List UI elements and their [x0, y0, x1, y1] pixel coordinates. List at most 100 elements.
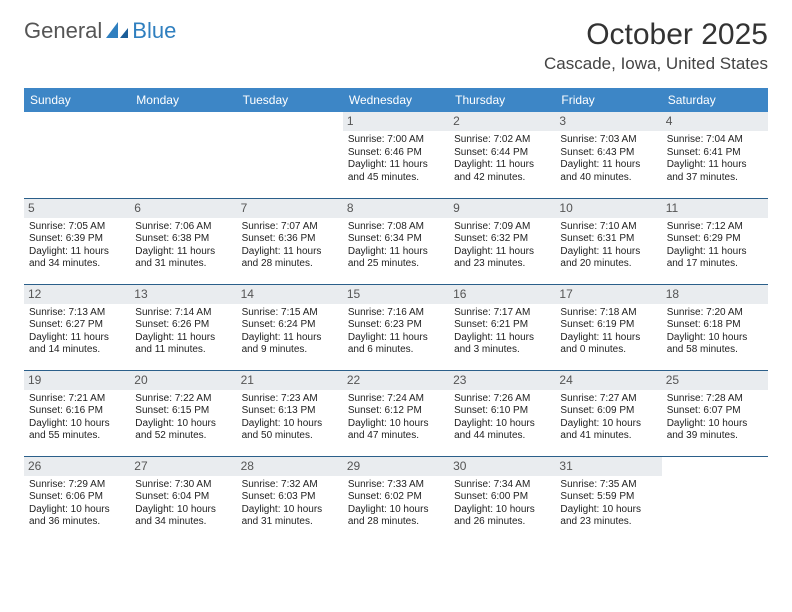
day-number: 25 — [662, 371, 768, 390]
calendar-day-cell: 12Sunrise: 7:13 AMSunset: 6:27 PMDayligh… — [24, 284, 130, 370]
logo-text-general: General — [24, 18, 102, 44]
day-number: 2 — [449, 112, 555, 131]
daylight-line: Daylight: 11 hours and 34 minutes. — [29, 246, 125, 271]
logo-sail-icon — [104, 20, 130, 42]
sunrise-line: Sunrise: 7:08 AM — [348, 221, 444, 234]
calendar-day-cell: 29 Sunrise: 7:33 AMSunset: 6:02 PMDayligh… — [343, 456, 449, 542]
sunrise-line: Sunrise: 7:20 AM — [667, 307, 763, 320]
daylight-line: Daylight: 11 hours and 31 minutes. — [135, 246, 231, 271]
sunrise-line: Sunrise: 7:32 AM — [242, 479, 338, 492]
sunset-line: Sunset: 6:23 PM — [348, 319, 444, 332]
calendar-day-cell: 19Sunrise: 7:21 AMSunset: 6:16 PMDayligh… — [24, 370, 130, 456]
day-number: 29 — [343, 457, 449, 476]
calendar-day-cell — [130, 112, 236, 198]
weekday-header: Thursday — [449, 88, 555, 112]
day-number: 3 — [555, 112, 661, 131]
sunset-line: Sunset: 6:34 PM — [348, 233, 444, 246]
sunset-line: Sunset: 5:59 PM — [560, 491, 656, 504]
sunset-line: Sunset: 6:41 PM — [667, 147, 763, 160]
day-number: 1 — [343, 112, 449, 131]
weekday-header: Tuesday — [237, 88, 343, 112]
day-number: 19 — [24, 371, 130, 390]
daylight-line: Daylight: 11 hours and 14 minutes. — [29, 332, 125, 357]
day-number: 22 — [343, 371, 449, 390]
sunset-line: Sunset: 6:26 PM — [135, 319, 231, 332]
sunset-line: Sunset: 6:24 PM — [242, 319, 338, 332]
day-number: 4 — [662, 112, 768, 131]
sunset-line: Sunset: 6:36 PM — [242, 233, 338, 246]
day-number: 15 — [343, 285, 449, 304]
sunset-line: Sunset: 6:07 PM — [667, 405, 763, 418]
sunrise-line: Sunrise: 7:33 AM — [348, 479, 444, 492]
sunset-line: Sunset: 6:00 PM — [454, 491, 550, 504]
daylight-line: Daylight: 10 hours and 52 minutes. — [135, 418, 231, 443]
sunrise-line: Sunrise: 7:13 AM — [29, 307, 125, 320]
sunrise-line: Sunrise: 7:10 AM — [560, 221, 656, 234]
sunset-line: Sunset: 6:19 PM — [560, 319, 656, 332]
day-number: 23 — [449, 371, 555, 390]
daylight-line: Daylight: 11 hours and 6 minutes. — [348, 332, 444, 357]
day-number: 20 — [130, 371, 236, 390]
calendar-day-cell: 27Sunrise: 7:30 AMSunset: 6:04 PMDayligh… — [130, 456, 236, 542]
daylight-line: Daylight: 10 hours and 44 minutes. — [454, 418, 550, 443]
day-number: 31 — [555, 457, 661, 476]
day-number: 7 — [237, 199, 343, 218]
sunrise-line: Sunrise: 7:09 AM — [454, 221, 550, 234]
weekday-header-row: Sunday Monday Tuesday Wednesday Thursday… — [24, 88, 768, 112]
sunrise-line: Sunrise: 7:18 AM — [560, 307, 656, 320]
calendar-day-cell: 20Sunrise: 7:22 AMSunset: 6:15 PMDayligh… — [130, 370, 236, 456]
sunset-line: Sunset: 6:18 PM — [667, 319, 763, 332]
day-number: 10 — [555, 199, 661, 218]
sunrise-line: Sunrise: 7:04 AM — [667, 134, 763, 147]
daylight-line: Daylight: 10 hours and 23 minutes. — [560, 504, 656, 529]
daylight-line: Daylight: 11 hours and 37 minutes. — [667, 159, 763, 184]
calendar-week-row: 19Sunrise: 7:21 AMSunset: 6:16 PMDayligh… — [24, 370, 768, 456]
daylight-line: Daylight: 11 hours and 20 minutes. — [560, 246, 656, 271]
sunrise-line: Sunrise: 7:24 AM — [348, 393, 444, 406]
daylight-line: Daylight: 10 hours and 47 minutes. — [348, 418, 444, 443]
sunset-line: Sunset: 6:32 PM — [454, 233, 550, 246]
location: Cascade, Iowa, United States — [544, 54, 768, 74]
calendar-day-cell: 30Sunrise: 7:34 AMSunset: 6:00 PMDayligh… — [449, 456, 555, 542]
daylight-line: Daylight: 11 hours and 9 minutes. — [242, 332, 338, 357]
sunset-line: Sunset: 6:43 PM — [560, 147, 656, 160]
daylight-line: Daylight: 11 hours and 40 minutes. — [560, 159, 656, 184]
daylight-line: Daylight: 11 hours and 0 minutes. — [560, 332, 656, 357]
calendar-day-cell: 9Sunrise: 7:09 AMSunset: 6:32 PMDaylight… — [449, 198, 555, 284]
daylight-line: Daylight: 10 hours and 28 minutes. — [348, 504, 444, 529]
calendar-week-row: 12Sunrise: 7:13 AMSunset: 6:27 PMDayligh… — [24, 284, 768, 370]
sunset-line: Sunset: 6:13 PM — [242, 405, 338, 418]
sunset-line: Sunset: 6:29 PM — [667, 233, 763, 246]
sunset-line: Sunset: 6:02 PM — [348, 491, 444, 504]
calendar-day-cell: 6Sunrise: 7:06 AMSunset: 6:38 PMDaylight… — [130, 198, 236, 284]
sunrise-line: Sunrise: 7:02 AM — [454, 134, 550, 147]
calendar-day-cell: 13Sunrise: 7:14 AMSunset: 6:26 PMDayligh… — [130, 284, 236, 370]
calendar-day-cell — [662, 456, 768, 542]
calendar-day-cell: 26Sunrise: 7:29 AMSunset: 6:06 PMDayligh… — [24, 456, 130, 542]
day-number: 11 — [662, 199, 768, 218]
calendar-table: Sunday Monday Tuesday Wednesday Thursday… — [24, 88, 768, 542]
weekday-header: Wednesday — [343, 88, 449, 112]
calendar-day-cell — [237, 112, 343, 198]
day-number: 8 — [343, 199, 449, 218]
calendar-day-cell: 7Sunrise: 7:07 AMSunset: 6:36 PMDaylight… — [237, 198, 343, 284]
day-number: 17 — [555, 285, 661, 304]
sunset-line: Sunset: 6:15 PM — [135, 405, 231, 418]
day-number: 28 — [237, 457, 343, 476]
day-number: 9 — [449, 199, 555, 218]
calendar-week-row: 5Sunrise: 7:05 AMSunset: 6:39 PMDaylight… — [24, 198, 768, 284]
daylight-line: Daylight: 10 hours and 55 minutes. — [29, 418, 125, 443]
calendar-day-cell: 17 Sunrise: 7:18 AMSunset: 6:19 PMDayligh… — [555, 284, 661, 370]
day-number: 24 — [555, 371, 661, 390]
sunrise-line: Sunrise: 7:17 AM — [454, 307, 550, 320]
calendar-day-cell: 28Sunrise: 7:32 AMSunset: 6:03 PMDayligh… — [237, 456, 343, 542]
calendar-day-cell: 24Sunrise: 7:27 AMSunset: 6:09 PMDayligh… — [555, 370, 661, 456]
calendar-day-cell: 10Sunrise: 7:10 AMSunset: 6:31 PMDayligh… — [555, 198, 661, 284]
daylight-line: Daylight: 11 hours and 3 minutes. — [454, 332, 550, 357]
sunrise-line: Sunrise: 7:07 AM — [242, 221, 338, 234]
day-number: 30 — [449, 457, 555, 476]
day-number: 13 — [130, 285, 236, 304]
calendar-day-cell: 14Sunrise: 7:15 AMSunset: 6:24 PMDayligh… — [237, 284, 343, 370]
calendar-day-cell: 25Sunrise: 7:28 AMSunset: 6:07 PMDayligh… — [662, 370, 768, 456]
sunrise-line: Sunrise: 7:14 AM — [135, 307, 231, 320]
